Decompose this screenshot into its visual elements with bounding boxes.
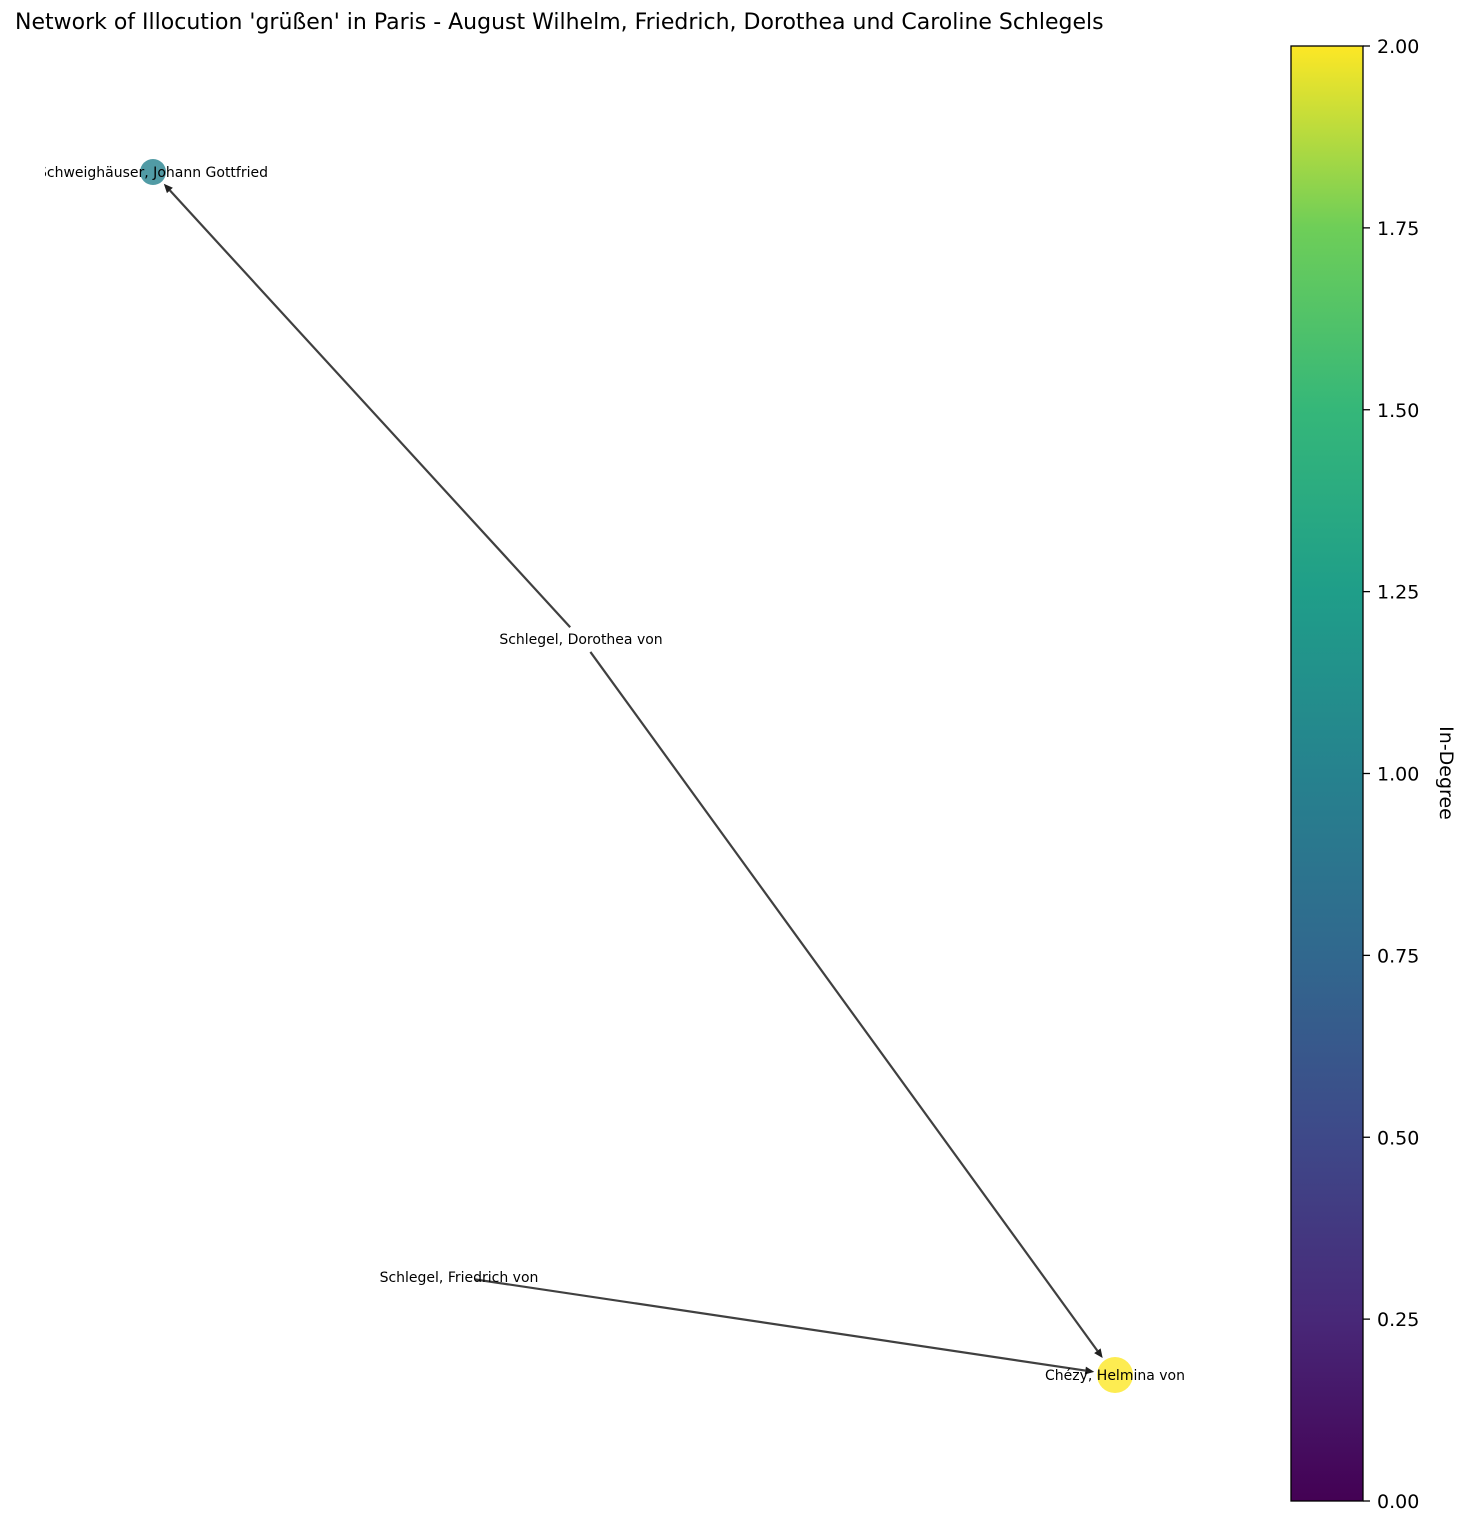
colorbar-tick-label: 1.00: [1377, 764, 1419, 786]
edge-line: [169, 189, 572, 628]
colorbar-tick-label: 0.75: [1377, 945, 1419, 967]
edge-dorothea-chezy: [589, 651, 1103, 1359]
node-chezy: [1097, 1357, 1133, 1393]
node-label-chezy: Chézy, Helmina von: [1045, 1368, 1185, 1384]
edge-friedrich-chezy: [474, 1278, 1095, 1375]
colorbar-label: In-Degree: [1435, 726, 1457, 820]
node-label-friedrich: Schlegel, Friedrich von: [380, 1270, 539, 1286]
node-schweighaeuser: [140, 159, 166, 185]
node-label-dorothea: Schlegel, Dorothea von: [499, 632, 662, 648]
edge-arrowhead: [1094, 1348, 1103, 1359]
colorbar-tick-label: 0.00: [1377, 1491, 1419, 1513]
colorbar-tick-label: 1.25: [1377, 582, 1419, 604]
colorbar: [1290, 45, 1364, 1502]
colorbar-tick-label: 1.75: [1377, 218, 1419, 240]
edge-dorothea-schweighaeuser: [163, 183, 572, 628]
node-label-schweighaeuser: Schweighäuser, Johann Gottfried: [38, 165, 268, 181]
edge-line: [474, 1278, 1086, 1372]
chart-title: Network of Illocution 'grüßen' in Paris …: [15, 10, 1104, 35]
colorbar-tick-label: 0.50: [1377, 1127, 1419, 1149]
edge-arrowhead: [1084, 1366, 1095, 1375]
colorbar-tick-label: 2.00: [1377, 36, 1419, 58]
edge-arrowhead: [163, 183, 173, 194]
colorbar-tick-label: 1.50: [1377, 400, 1419, 422]
colorbar-tick-label: 0.25: [1377, 1309, 1419, 1331]
edge-line: [589, 651, 1099, 1352]
